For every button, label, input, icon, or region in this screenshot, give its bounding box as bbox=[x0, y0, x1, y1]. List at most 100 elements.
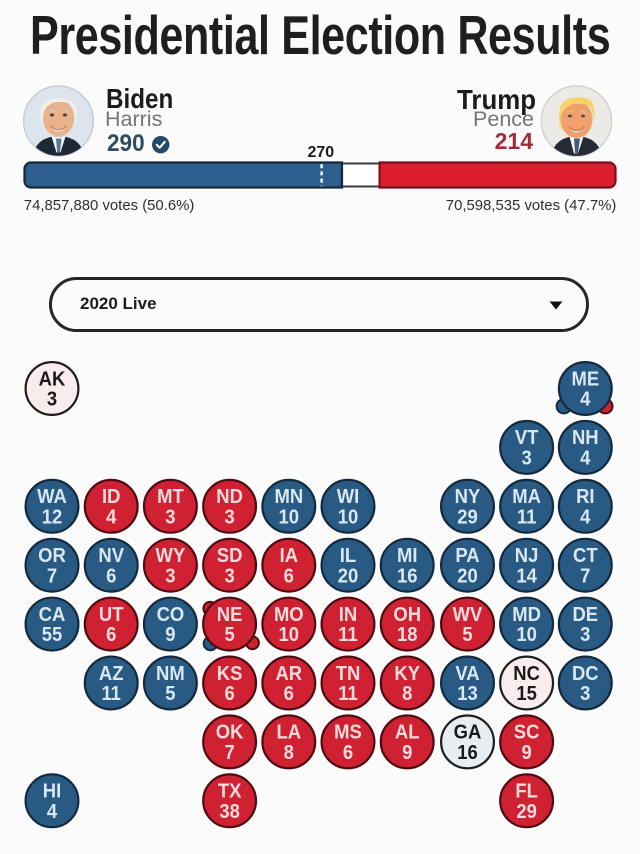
svg-text:SC: SC bbox=[514, 721, 540, 744]
svg-text:NH: NH bbox=[572, 426, 599, 449]
svg-text:6: 6 bbox=[106, 623, 116, 646]
svg-text:6: 6 bbox=[284, 564, 294, 587]
svg-text:FL: FL bbox=[515, 780, 538, 803]
svg-text:TX: TX bbox=[218, 780, 242, 803]
svg-text:4: 4 bbox=[580, 506, 590, 529]
svg-text:10: 10 bbox=[279, 506, 300, 529]
svg-text:NY: NY bbox=[455, 485, 481, 508]
svg-text:9: 9 bbox=[521, 741, 531, 764]
svg-text:CO: CO bbox=[157, 603, 185, 626]
svg-text:VT: VT bbox=[515, 426, 539, 449]
svg-text:11: 11 bbox=[338, 623, 358, 646]
svg-text:3: 3 bbox=[47, 388, 57, 411]
svg-text:15: 15 bbox=[516, 682, 537, 705]
svg-text:IL: IL bbox=[340, 544, 356, 567]
svg-text:AL: AL bbox=[395, 721, 420, 744]
svg-text:10: 10 bbox=[516, 623, 537, 646]
svg-text:MI: MI bbox=[397, 544, 418, 567]
svg-text:3: 3 bbox=[580, 682, 590, 705]
svg-text:20: 20 bbox=[457, 564, 478, 587]
svg-text:OK: OK bbox=[216, 721, 244, 744]
svg-text:7: 7 bbox=[47, 564, 57, 587]
svg-text:6: 6 bbox=[343, 741, 353, 764]
svg-text:UT: UT bbox=[99, 603, 124, 626]
svg-text:CA: CA bbox=[39, 603, 66, 626]
svg-text:11: 11 bbox=[101, 682, 121, 705]
svg-text:9: 9 bbox=[165, 623, 175, 646]
svg-text:55: 55 bbox=[42, 623, 63, 646]
svg-text:MT: MT bbox=[157, 485, 184, 508]
svg-text:AK: AK bbox=[39, 367, 66, 390]
svg-text:NC: NC bbox=[513, 662, 540, 685]
svg-text:GA: GA bbox=[454, 721, 482, 744]
svg-text:5: 5 bbox=[224, 623, 234, 646]
svg-text:8: 8 bbox=[284, 741, 294, 764]
svg-text:NE: NE bbox=[217, 603, 243, 626]
svg-text:KY: KY bbox=[394, 662, 420, 685]
svg-text:12: 12 bbox=[42, 506, 63, 529]
svg-text:6: 6 bbox=[224, 682, 234, 705]
svg-text:38: 38 bbox=[219, 800, 240, 823]
svg-text:11: 11 bbox=[517, 506, 537, 529]
svg-text:14: 14 bbox=[516, 564, 537, 587]
svg-text:9: 9 bbox=[402, 741, 412, 764]
svg-text:DC: DC bbox=[572, 662, 599, 685]
svg-text:AZ: AZ bbox=[99, 662, 124, 685]
svg-text:IN: IN bbox=[339, 603, 357, 626]
svg-text:3: 3 bbox=[224, 564, 234, 587]
svg-text:PA: PA bbox=[455, 544, 479, 567]
svg-text:IA: IA bbox=[280, 544, 298, 567]
svg-text:ND: ND bbox=[216, 485, 243, 508]
svg-text:10: 10 bbox=[338, 506, 359, 529]
svg-text:11: 11 bbox=[338, 682, 358, 705]
svg-text:LA: LA bbox=[277, 721, 302, 744]
svg-text:VA: VA bbox=[455, 662, 479, 685]
svg-text:16: 16 bbox=[397, 564, 418, 587]
svg-text:4: 4 bbox=[580, 388, 590, 411]
svg-text:NJ: NJ bbox=[515, 544, 539, 567]
svg-text:NM: NM bbox=[156, 662, 185, 685]
svg-text:7: 7 bbox=[224, 741, 234, 764]
svg-text:HI: HI bbox=[43, 780, 61, 803]
svg-text:AR: AR bbox=[275, 662, 302, 685]
svg-text:3: 3 bbox=[165, 506, 175, 529]
svg-text:ID: ID bbox=[102, 485, 120, 508]
svg-text:RI: RI bbox=[576, 485, 594, 508]
svg-text:DE: DE bbox=[572, 603, 598, 626]
svg-text:OR: OR bbox=[38, 544, 66, 567]
svg-text:MO: MO bbox=[274, 603, 304, 626]
svg-text:MS: MS bbox=[334, 721, 362, 744]
svg-text:WV: WV bbox=[453, 603, 483, 626]
svg-text:20: 20 bbox=[338, 564, 359, 587]
svg-text:29: 29 bbox=[457, 506, 478, 529]
svg-text:WA: WA bbox=[37, 485, 67, 508]
svg-text:4: 4 bbox=[580, 447, 590, 470]
svg-text:4: 4 bbox=[106, 506, 116, 529]
svg-text:SD: SD bbox=[217, 544, 243, 567]
svg-text:3: 3 bbox=[580, 623, 590, 646]
svg-text:16: 16 bbox=[457, 741, 478, 764]
svg-text:CT: CT bbox=[573, 544, 598, 567]
svg-text:18: 18 bbox=[397, 623, 418, 646]
svg-text:ME: ME bbox=[571, 367, 599, 390]
svg-text:WY: WY bbox=[156, 544, 186, 567]
svg-text:3: 3 bbox=[165, 564, 175, 587]
svg-text:WI: WI bbox=[337, 485, 360, 508]
svg-text:7: 7 bbox=[580, 564, 590, 587]
svg-text:OH: OH bbox=[393, 603, 421, 626]
svg-text:13: 13 bbox=[457, 682, 478, 705]
svg-text:6: 6 bbox=[284, 682, 294, 705]
svg-text:8: 8 bbox=[402, 682, 412, 705]
svg-text:5: 5 bbox=[165, 682, 175, 705]
svg-text:MA: MA bbox=[512, 485, 541, 508]
svg-text:NV: NV bbox=[98, 544, 124, 567]
svg-text:3: 3 bbox=[224, 506, 234, 529]
svg-text:5: 5 bbox=[462, 623, 472, 646]
svg-text:MN: MN bbox=[274, 485, 303, 508]
svg-text:KS: KS bbox=[217, 662, 243, 685]
svg-text:4: 4 bbox=[47, 800, 57, 823]
svg-text:MD: MD bbox=[512, 603, 541, 626]
svg-text:TN: TN bbox=[336, 662, 361, 685]
svg-text:29: 29 bbox=[516, 800, 537, 823]
svg-text:10: 10 bbox=[279, 623, 300, 646]
